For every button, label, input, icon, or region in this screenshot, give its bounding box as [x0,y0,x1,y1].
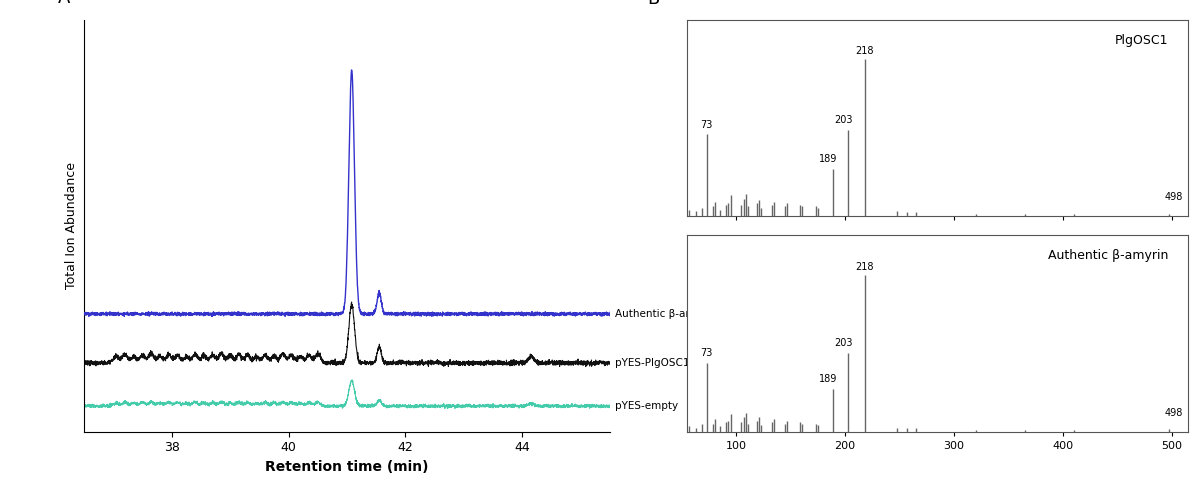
Text: 498: 498 [1165,408,1183,418]
Text: 73: 73 [701,348,713,358]
X-axis label: Retention time (min): Retention time (min) [265,460,428,474]
Text: 218: 218 [856,46,874,56]
Text: B: B [647,0,659,8]
Text: 189: 189 [820,374,838,384]
Text: pYES-empty: pYES-empty [616,401,678,411]
Text: Authentic β-amyrin: Authentic β-amyrin [616,309,716,319]
Text: Authentic β-amyrin: Authentic β-amyrin [1048,249,1168,262]
Text: 203: 203 [835,338,853,348]
Text: 203: 203 [835,115,853,125]
Text: A: A [58,0,70,7]
Text: 218: 218 [856,261,874,271]
Y-axis label: Total Ion Abundance: Total Ion Abundance [66,162,78,289]
Text: pYES-PlgOSC1: pYES-PlgOSC1 [616,358,690,368]
Text: PlgOSC1: PlgOSC1 [1115,34,1168,47]
Text: 498: 498 [1165,192,1183,202]
Text: 189: 189 [820,154,838,164]
Text: 73: 73 [701,120,713,129]
